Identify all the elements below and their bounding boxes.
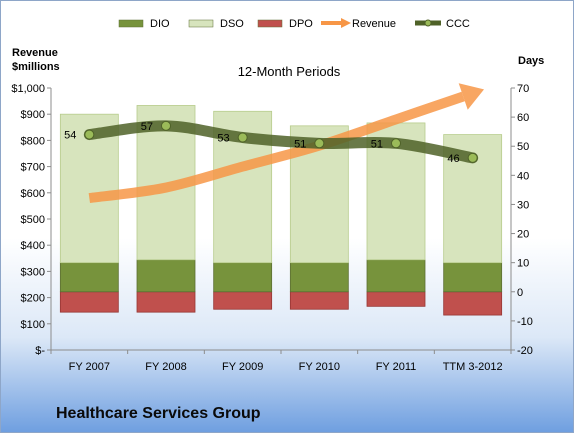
bar-dio-fy-2008 (136, 259, 196, 293)
bar-dio-fy-2011 (366, 259, 426, 293)
ccc-data-label: 53 (217, 132, 229, 144)
left-axis-label-line1: Revenue (12, 47, 58, 59)
right-axis-tick-label: -10 (517, 316, 533, 328)
ccc-point (314, 138, 325, 149)
revenue-line (88, 91, 465, 203)
bar-dpo-fy-2010 (289, 291, 349, 310)
right-axis-tick-label: 10 (517, 258, 529, 270)
bar-dio-fy-2009 (213, 262, 273, 293)
legend-label-ccc: CCC (446, 18, 470, 30)
ccc-point (391, 138, 401, 149)
ccc-point (161, 120, 171, 131)
ccc-data-label: 57 (141, 121, 153, 133)
right-axis-tick-label: 50 (517, 141, 529, 153)
bar-dpo-fy-2011 (366, 291, 426, 307)
bar-dio-fy-2007 (59, 262, 119, 293)
left-axis-tick-label: $500 (21, 214, 45, 226)
left-axis-tick-label: $400 (21, 240, 45, 252)
right-axis-tick-label: 60 (517, 112, 529, 124)
right-axis-tick-label: -20 (517, 345, 533, 357)
ccc-point (237, 132, 248, 143)
x-axis-tick-label: TTM 3-2012 (443, 361, 503, 373)
right-axis-tick-label: 20 (517, 229, 529, 241)
company-name: Healthcare Services Group (56, 405, 261, 422)
bar-dpo-fy-2009 (213, 291, 273, 310)
legend-marker-ccc (424, 19, 432, 27)
legend-swatch-dio (118, 19, 144, 28)
left-axis-tick-label: $100 (21, 319, 45, 331)
left-axis-tick-label: $300 (21, 266, 45, 278)
legend-label-dpo: DPO (289, 18, 313, 30)
bar-dio-fy-2010 (289, 262, 349, 293)
legend-swatch-dpo (257, 19, 283, 28)
left-axis-tick-label: $700 (21, 162, 45, 174)
left-axis-tick-label: $200 (21, 293, 45, 305)
revenue-arrowhead (458, 83, 485, 110)
bar-dio-ttm-3-2012 (443, 262, 503, 293)
axes: $- $100 $200 $300 $400 $500 $600 $700 $800 $900 $1… (11, 83, 533, 373)
bar-dpo-ttm-3-2012 (443, 291, 503, 316)
ccc-data-label: 51 (371, 138, 383, 150)
ccc-data-label: 46 (447, 153, 459, 165)
bar-dpo-fy-2008 (136, 291, 196, 313)
left-axis-tick-label: $800 (21, 135, 45, 147)
x-axis-tick-label: FY 2009 (222, 361, 263, 373)
bar-dpo-fy-2007 (59, 291, 119, 313)
x-axis-tick-label: FY 2007 (69, 361, 110, 373)
legend-swatch-dso (188, 19, 214, 28)
lines: 54 57 53 51 51 46 (64, 83, 485, 203)
x-axis-tick-label: FY 2008 (145, 361, 186, 373)
legend-label-dio: DIO (150, 18, 170, 30)
left-axis-tick-label: $600 (21, 188, 45, 200)
ccc-point (84, 129, 95, 140)
ccc-point (467, 152, 478, 163)
right-axis-tick-label: 40 (517, 170, 529, 182)
x-axis-tick-label: FY 2010 (299, 361, 340, 373)
ccc-data-label: 54 (64, 130, 76, 142)
ccc-data-label: 51 (294, 138, 306, 150)
chart-title: 12-Month Periods (238, 64, 341, 79)
left-axis-tick-label: $- (35, 345, 45, 357)
legend-label-revenue: Revenue (352, 18, 396, 30)
left-axis-label-line2: $millions (12, 61, 60, 73)
right-axis-label: Days (518, 55, 544, 67)
legend: DIO DSO DPO Revenue CCC (118, 18, 470, 30)
legend-label-dso: DSO (220, 18, 244, 30)
right-axis-tick-label: 70 (517, 83, 529, 95)
left-axis-tick-label: $1,000 (11, 83, 45, 95)
left-axis-tick-label: $900 (21, 109, 45, 121)
legend-arrowhead-revenue (341, 18, 351, 28)
x-axis-tick-label: FY 2011 (376, 361, 417, 373)
right-axis-tick-label: 0 (517, 287, 523, 299)
right-axis-tick-label: 30 (517, 199, 529, 211)
ccc-line (83, 120, 479, 164)
